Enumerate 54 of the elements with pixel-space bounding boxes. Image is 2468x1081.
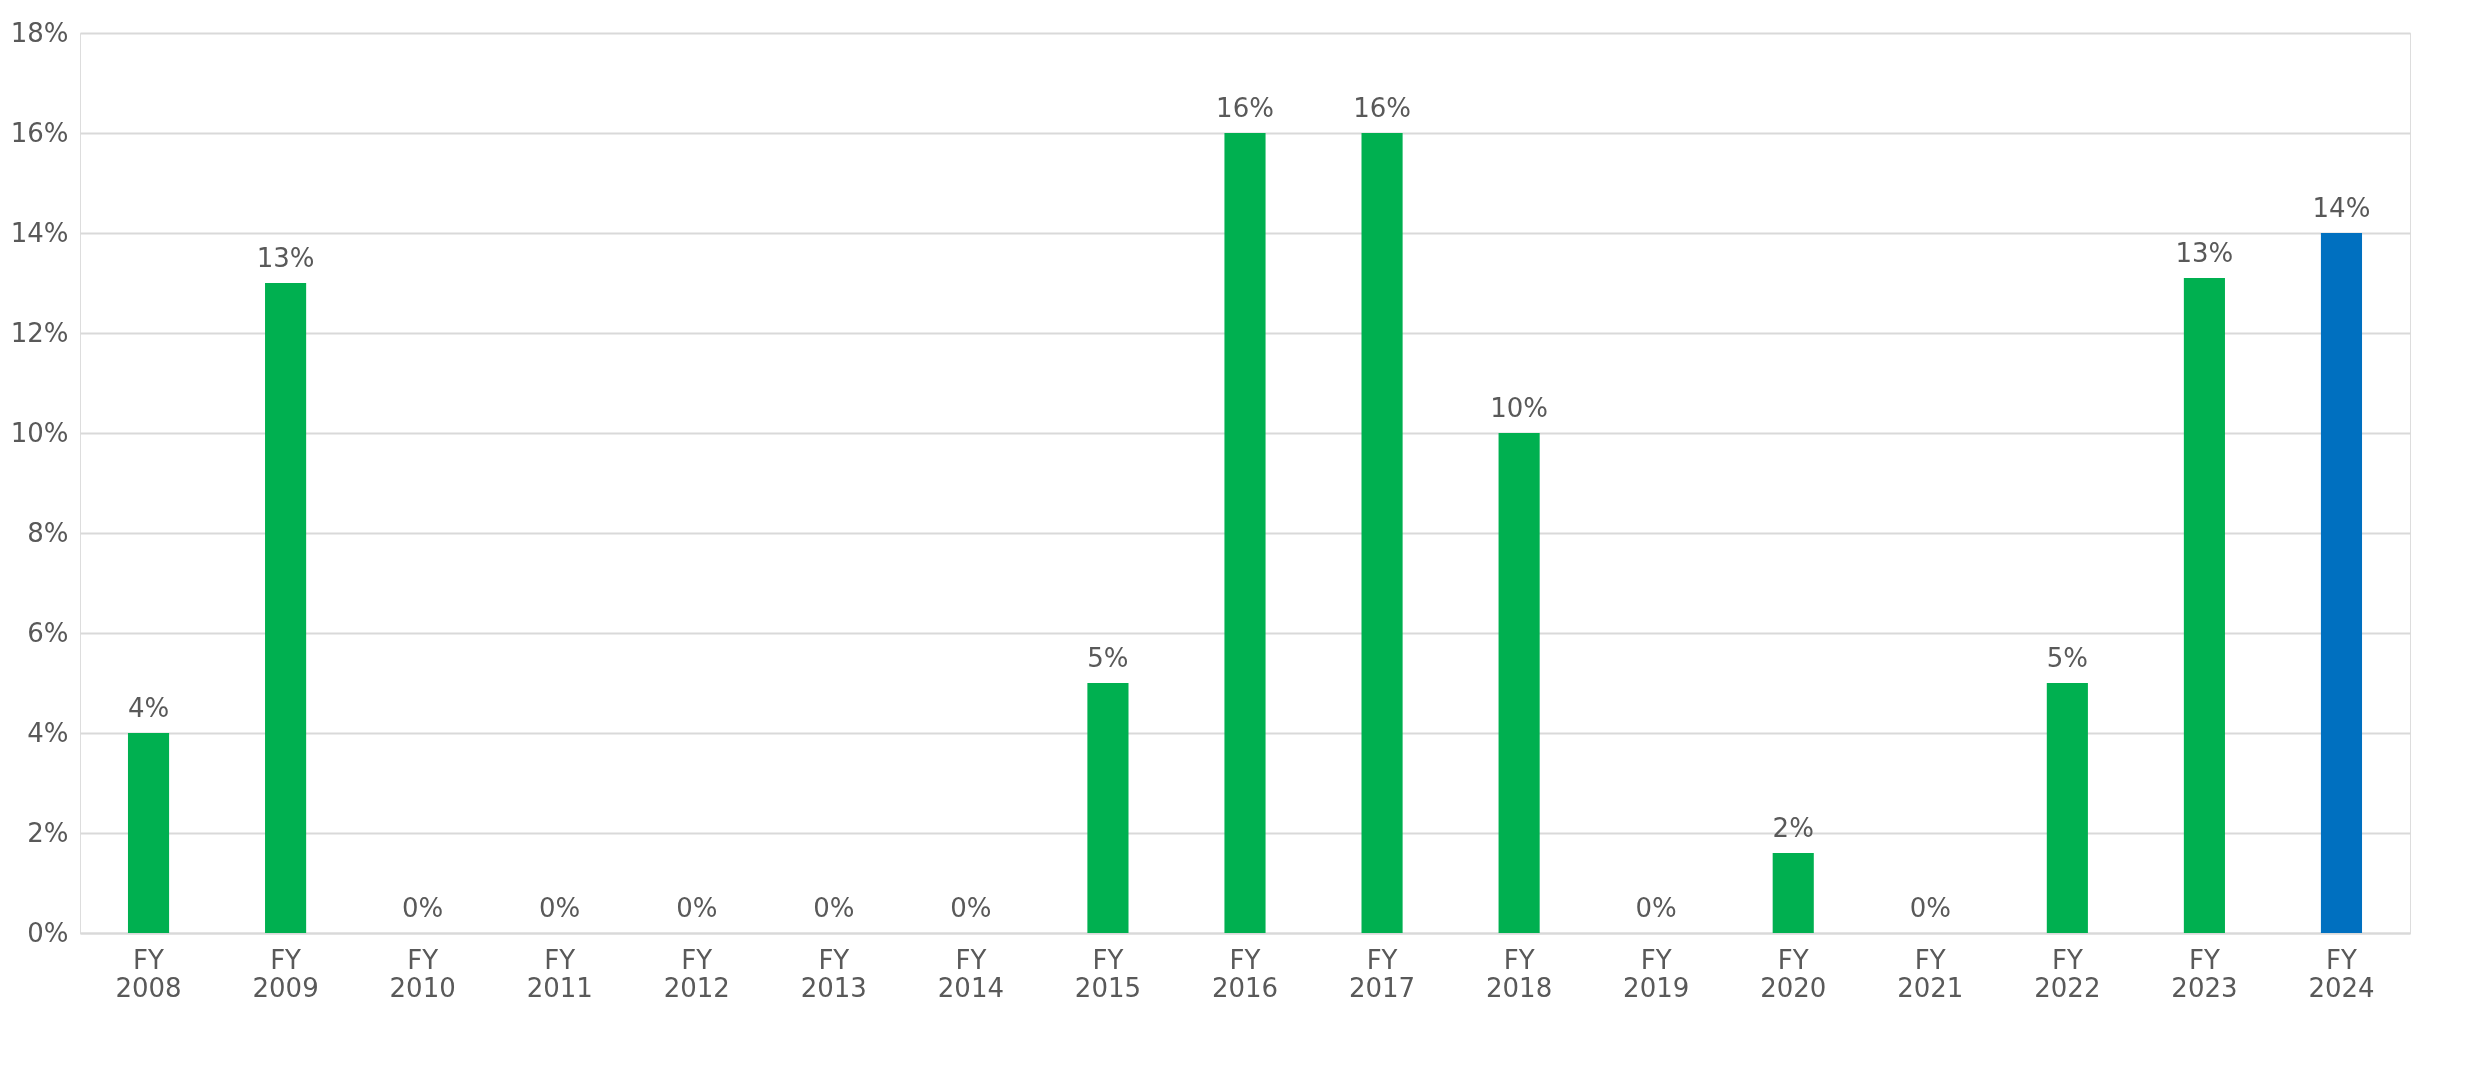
x-tick-label: FY 2020 — [1760, 944, 1827, 1003]
data-label: 2% — [1772, 813, 1814, 843]
x-tick-label: FY 2008 — [115, 944, 182, 1003]
x-tick-label: FY 2009 — [252, 944, 319, 1003]
y-tick-label: 16% — [10, 117, 69, 148]
data-label: 13% — [256, 243, 315, 273]
bar — [1224, 133, 1266, 933]
y-tick-label: 14% — [10, 217, 69, 248]
data-label: 16% — [1216, 93, 1274, 123]
data-label: 0% — [1635, 893, 1677, 923]
data-label: 16% — [1353, 93, 1411, 123]
x-tick-label: FY 2016 — [1211, 944, 1279, 1003]
x-tick-label: FY 2018 — [1486, 944, 1553, 1003]
x-tick-label: FY 2017 — [1348, 944, 1416, 1003]
x-tick-label: FY 2012 — [663, 944, 730, 1003]
x-tick-label: FY 2013 — [800, 944, 867, 1003]
y-tick-label: 2% — [27, 817, 69, 848]
data-label: 13% — [2175, 238, 2234, 268]
bar — [2046, 683, 2088, 933]
bar — [265, 283, 307, 933]
x-tick-label: FY 2022 — [2034, 944, 2101, 1003]
y-tick-label: 4% — [27, 717, 69, 748]
x-tick-label: FY 2019 — [1623, 944, 1690, 1003]
y-tick-label: 18% — [10, 17, 69, 48]
data-label: 5% — [2046, 643, 2088, 673]
data-label: 0% — [950, 893, 992, 923]
data-label: 0% — [1909, 893, 1951, 923]
data-label: 0% — [402, 893, 444, 923]
x-tick-label: FY 2014 — [937, 944, 1004, 1003]
y-tick-label: 12% — [10, 317, 69, 348]
y-tick-label: 6% — [27, 617, 69, 648]
y-tick-label: 0% — [27, 917, 69, 948]
x-tick-label: FY 2011 — [526, 944, 593, 1003]
data-label: 10% — [1490, 393, 1549, 423]
data-label: 0% — [676, 893, 718, 923]
y-tick-label: 8% — [27, 517, 69, 548]
data-label: 14% — [2312, 193, 2371, 223]
bar — [1087, 683, 1129, 933]
data-label: 4% — [127, 693, 170, 723]
bar — [1772, 853, 1814, 933]
bar — [127, 733, 170, 933]
data-label: 0% — [813, 893, 855, 923]
x-tick-label: FY 2024 — [2308, 944, 2375, 1003]
y-tick-label: 10% — [10, 417, 69, 448]
bar — [2183, 278, 2225, 933]
bar — [1361, 133, 1403, 933]
bar — [2320, 233, 2363, 933]
x-tick-label: FY 2015 — [1074, 944, 1142, 1003]
x-tick-label: FY 2010 — [389, 944, 456, 1003]
bar — [1498, 433, 1540, 933]
data-label: 5% — [1087, 643, 1129, 673]
data-label: 0% — [539, 893, 581, 923]
x-tick-label: FY 2023 — [2171, 944, 2238, 1003]
x-tick-label: FY 2021 — [1897, 944, 1964, 1003]
